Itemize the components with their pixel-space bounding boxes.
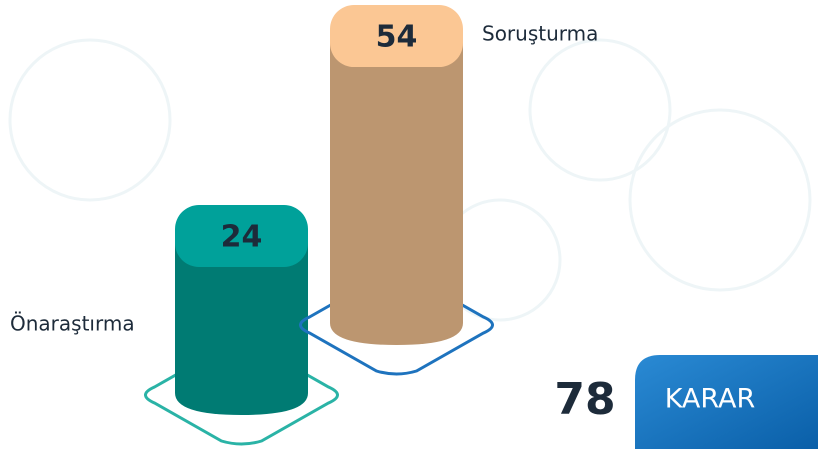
bar-cap [330,5,463,68]
value-label: 54 [376,20,418,55]
value-label: 24 [221,220,263,255]
category-label: Önaraştırma [10,312,135,336]
total-tab [635,355,818,449]
bar-cap [175,205,308,268]
bar-body [330,36,463,345]
bar [175,205,308,415]
total-label: KARAR [665,384,756,415]
bar-body [175,236,308,415]
category-label: Soruşturma [482,22,598,46]
total-value: 78 [554,374,615,425]
bar [330,5,463,345]
